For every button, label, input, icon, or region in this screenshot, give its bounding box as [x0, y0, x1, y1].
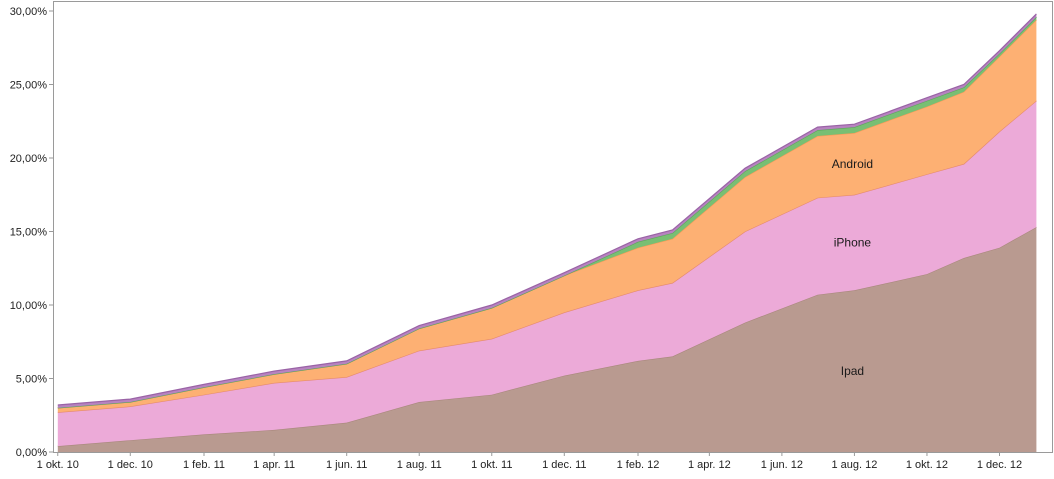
series-area-0: [57, 227, 1037, 452]
x-tick-label: 1 feb. 12: [617, 459, 660, 471]
x-tick-label: 1 aug. 11: [397, 459, 442, 471]
x-tick-label: 1 dec. 11: [542, 459, 586, 471]
series-label-2: Android: [832, 157, 873, 171]
x-tick-label: 1 aug. 12: [831, 459, 877, 471]
x-axis: 1 okt. 10 1 dec. 10 1 feb. 11 1 apr. 11 1 ju…: [37, 452, 1022, 471]
y-tick-label: 20,00%: [10, 153, 48, 165]
y-tick-label: 15,00%: [10, 227, 48, 239]
x-tick-label: 1 apr. 12: [688, 459, 731, 471]
x-tick-label: 1 jun. 12: [761, 459, 803, 471]
x-tick-label: 1 apr. 11: [253, 459, 295, 471]
y-tick-label: 0,00%: [16, 447, 47, 459]
x-tick-label: 1 okt. 11: [471, 459, 512, 471]
x-tick-label: 1 jun. 11: [326, 459, 367, 471]
x-tick-label: 1 dec. 10: [108, 459, 153, 471]
y-tick-label: 5,00%: [16, 374, 47, 386]
plot-frame: [53, 1, 1053, 453]
y-axis: 0,00% 5,00% 10,00% 15,00% 20,00% 25,00% 30,00%: [10, 6, 53, 459]
y-tick-label: 10,00%: [10, 300, 48, 312]
x-tick-label: 1 okt. 12: [906, 459, 948, 471]
series-label-0: Ipad: [841, 364, 864, 378]
x-tick-label: 1 dec. 12: [977, 459, 1022, 471]
x-tick-label: 1 feb. 11: [183, 459, 225, 471]
x-tick-label: 1 okt. 10: [37, 459, 79, 471]
y-tick-label: 30,00%: [10, 6, 48, 18]
series-labels: Ipad iPhone Android: [832, 157, 873, 378]
y-tick-label: 25,00%: [10, 80, 48, 92]
series-label-1: iPhone: [834, 236, 872, 250]
series-areas: [57, 13, 1037, 452]
series-line-4: [57, 13, 1037, 406]
series-area-1: [57, 100, 1037, 447]
